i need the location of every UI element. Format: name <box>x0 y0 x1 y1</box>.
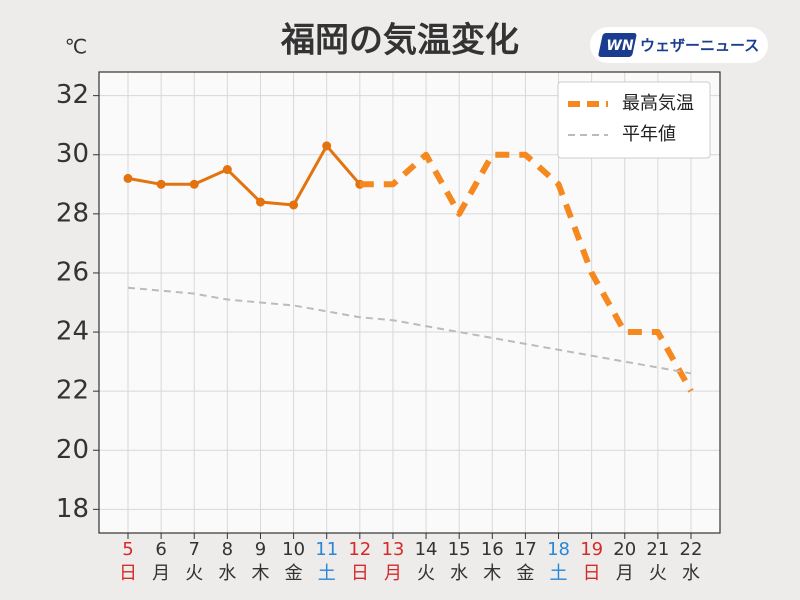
x-weekday-label: 金 <box>516 563 534 584</box>
x-weekday-label: 水 <box>450 563 468 584</box>
x-tick-label: 18 <box>547 539 570 560</box>
series-line <box>359 151 694 393</box>
x-tick-label: 10 <box>282 539 305 560</box>
y-tick-label: 18 <box>56 494 89 524</box>
chart-title: 福岡の気温変化 <box>280 21 519 61</box>
y-tick-label: 22 <box>56 376 89 406</box>
x-tick-label: 5 <box>122 539 133 560</box>
y-tick-label: 32 <box>56 80 89 110</box>
x-tick-label: 21 <box>646 539 669 560</box>
series-line <box>127 144 361 207</box>
x-weekday-label: 木 <box>483 563 501 584</box>
x-weekday-label: 金 <box>285 563 303 584</box>
x-tick-label: 9 <box>255 539 266 560</box>
brand-mark: WN <box>606 38 633 54</box>
x-tick-label: 14 <box>415 539 438 560</box>
x-weekday-label: 火 <box>185 563 203 584</box>
x-tick-label: 12 <box>348 539 371 560</box>
x-weekday-label: 月 <box>616 563 634 584</box>
legend-label: 平年値 <box>622 124 676 145</box>
x-tick-label: 11 <box>315 539 338 560</box>
x-tick-label: 17 <box>514 539 537 560</box>
point <box>156 179 166 189</box>
y-tick-label: 30 <box>56 139 89 169</box>
y-tick-label: 24 <box>56 317 89 347</box>
brand-name: ウェザーニュース <box>640 37 759 55</box>
x-tick-label: 16 <box>481 539 504 560</box>
x-weekday-label: 水 <box>682 563 700 584</box>
x-tick-label: 8 <box>222 539 233 560</box>
plot-frame <box>98 71 721 534</box>
x-weekday-label: 月 <box>152 563 170 584</box>
x-tick-label: 22 <box>680 539 703 560</box>
point <box>123 173 133 183</box>
x-tick-label: 13 <box>381 539 404 560</box>
y-unit: ℃ <box>65 35 87 59</box>
point <box>255 197 265 207</box>
x-weekday-label: 土 <box>550 563 568 584</box>
y-tick-label: 20 <box>56 435 89 465</box>
x-tick-label: 15 <box>448 539 471 560</box>
x-weekday-label: 火 <box>649 563 667 584</box>
y-tick-label: 28 <box>56 198 89 228</box>
legend-label: 最高気温 <box>622 93 694 114</box>
x-weekday-label: 日 <box>351 563 369 584</box>
x-weekday-label: 土 <box>318 563 336 584</box>
point <box>222 165 232 175</box>
x-tick-label: 6 <box>155 539 166 560</box>
x-weekday-label: 日 <box>119 563 137 584</box>
point <box>322 141 332 151</box>
x-tick-label: 20 <box>613 539 636 560</box>
point <box>289 200 299 210</box>
x-weekday-label: 月 <box>384 563 402 584</box>
x-weekday-label: 火 <box>417 563 435 584</box>
x-weekday-label: 木 <box>251 563 269 584</box>
x-weekday-label: 日 <box>583 563 601 584</box>
series-line <box>127 286 692 375</box>
x-tick-label: 19 <box>580 539 603 560</box>
brand-icon <box>598 33 637 57</box>
point <box>189 179 199 189</box>
x-weekday-label: 水 <box>218 563 236 584</box>
x-tick-label: 7 <box>189 539 200 560</box>
y-tick-label: 26 <box>56 257 89 287</box>
